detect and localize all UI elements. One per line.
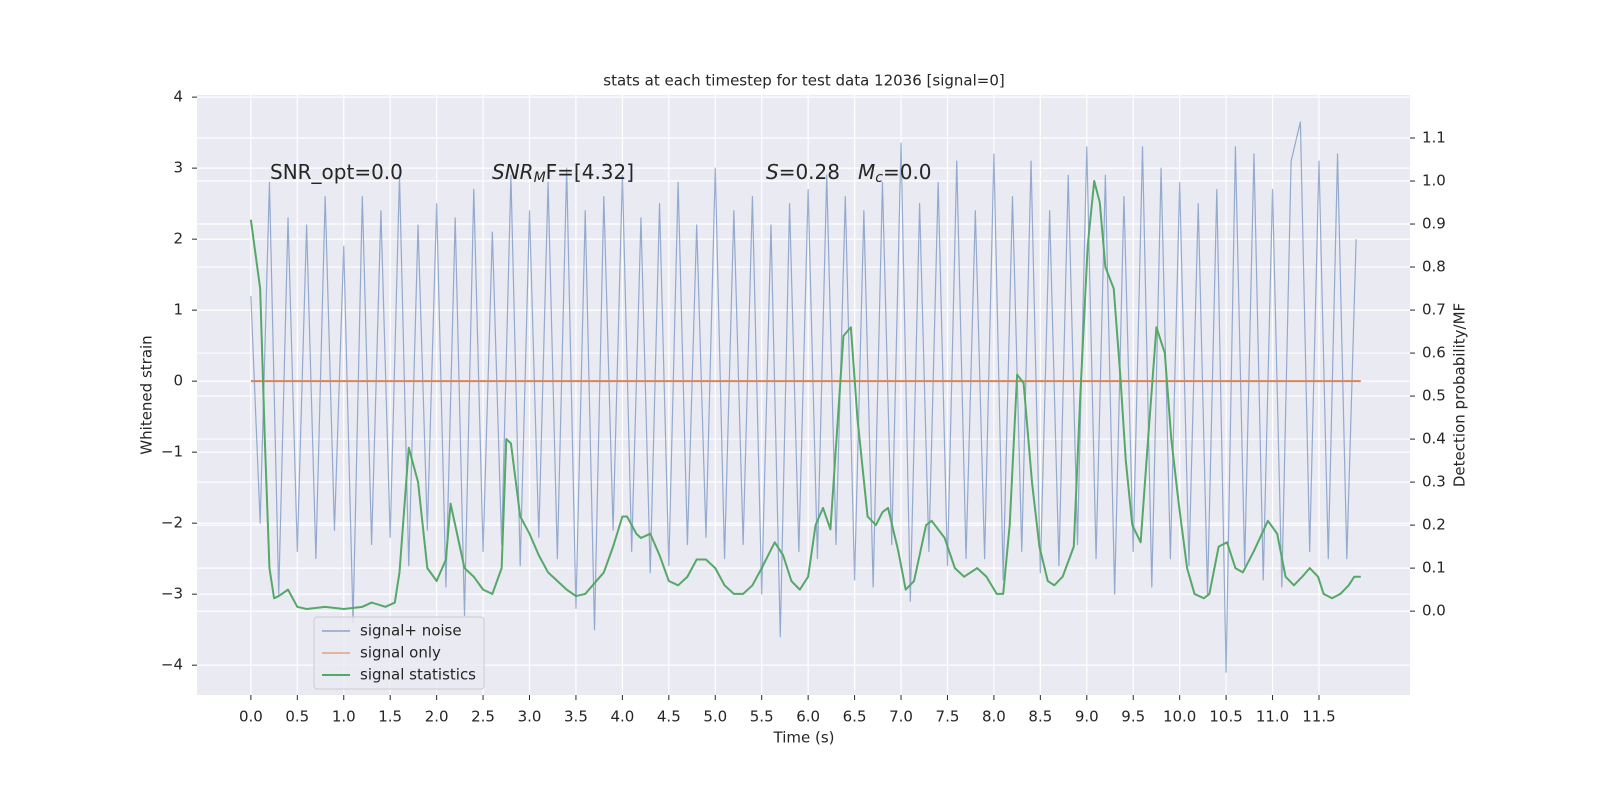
legend-label: signal statistics	[360, 666, 476, 684]
x-tick-label: 5.0	[703, 708, 727, 726]
y2-tick-label: 0.3	[1422, 473, 1446, 491]
annotation-base: S	[766, 160, 779, 184]
x-tick-label: 0.0	[239, 708, 263, 726]
annotation-sub: c	[875, 170, 883, 186]
x-tick-label: 4.0	[610, 708, 634, 726]
x-tick-label: 8.5	[1028, 708, 1052, 726]
annotation-tail: =0.0	[883, 160, 932, 184]
x-tick-label: 2.0	[425, 708, 449, 726]
x-axis-label: Time (s)	[773, 729, 835, 747]
x-tick-label: 3.0	[518, 708, 542, 726]
x-tick-label: 9.5	[1121, 708, 1145, 726]
chart-title: stats at each timestep for test data 120…	[603, 72, 1004, 90]
annotation: Mc=0.0	[858, 160, 932, 187]
legend-box	[313, 616, 485, 690]
x-tick-label: 9.0	[1075, 708, 1099, 726]
y-tick-label: 4	[173, 88, 183, 106]
y-tick-label: −3	[161, 585, 183, 603]
annotation-text: SNR_opt=0.0	[270, 160, 403, 184]
legend-label: signal only	[360, 644, 441, 662]
annotation-tail: =0.28	[779, 160, 840, 184]
annotation: S=0.28	[766, 160, 840, 184]
y2-tick-label: 0.4	[1422, 430, 1446, 448]
annotation: SNR_opt=0.0	[270, 160, 403, 184]
x-tick-label: 0.5	[285, 708, 309, 726]
y2-tick-label: 0.8	[1422, 258, 1446, 276]
x-tick-label: 11.5	[1302, 708, 1335, 726]
y2-tick-label: 0.6	[1422, 344, 1446, 362]
y-axis-label: Whitened strain	[138, 335, 156, 454]
y-tick-label: 2	[173, 230, 183, 248]
x-tick-label: 1.5	[378, 708, 402, 726]
y-tick-label: −2	[161, 514, 183, 532]
y2-tick-label: 0.9	[1422, 215, 1446, 233]
x-tick-label: 7.0	[889, 708, 913, 726]
y2-axis-label: Detection probability/MF	[1451, 303, 1469, 487]
y2-tick-label: 1.0	[1422, 172, 1446, 190]
y2-tick-label: 0.1	[1422, 559, 1446, 577]
x-tick-label: 4.5	[657, 708, 681, 726]
y2-tick-label: 0.2	[1422, 516, 1446, 534]
series-line	[249, 180, 1361, 610]
x-tick-label: 11.0	[1256, 708, 1289, 726]
annotation-base: SNR	[492, 160, 534, 184]
x-tick-label: 2.5	[471, 708, 495, 726]
x-tick-label: 5.5	[750, 708, 774, 726]
y2-tick-label: 1.1	[1422, 129, 1446, 147]
y2-tick-label: 0.0	[1422, 602, 1446, 620]
y2-tick-label: 0.5	[1422, 387, 1446, 405]
y2-tick-label: 0.7	[1422, 301, 1446, 319]
y-tick-label: −1	[161, 443, 183, 461]
x-tick-label: 7.5	[936, 708, 960, 726]
annotation-base: M	[858, 160, 875, 184]
annotation-tail: F=[4.32]	[546, 160, 634, 184]
x-tick-label: 10.0	[1163, 708, 1196, 726]
y-tick-label: −4	[161, 656, 183, 674]
x-tick-label: 10.5	[1209, 708, 1242, 726]
x-tick-label: 6.0	[796, 708, 820, 726]
y-tick-label: 3	[173, 159, 183, 177]
y-tick-label: 0	[173, 372, 183, 390]
legend-label: signal+ noise	[360, 622, 462, 640]
y-tick-label: 1	[173, 301, 183, 319]
annotation: SNRMF=[4.32]	[492, 160, 634, 187]
x-tick-label: 8.0	[982, 708, 1006, 726]
x-tick-label: 1.0	[332, 708, 356, 726]
series-line	[250, 121, 1357, 673]
annotation-sub: M	[534, 170, 546, 186]
x-tick-label: 6.5	[843, 708, 867, 726]
x-tick-label: 3.5	[564, 708, 588, 726]
